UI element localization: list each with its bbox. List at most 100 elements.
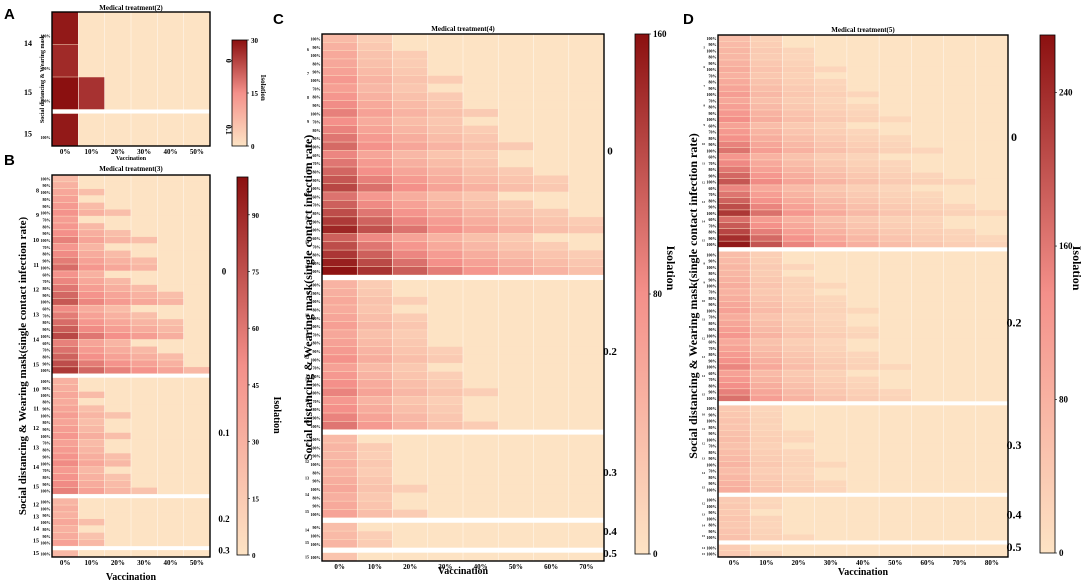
heatmap-cell (78, 473, 105, 481)
heatmap-cell (911, 135, 944, 141)
heatmap-cell (814, 544, 847, 551)
heatmap-cell (131, 525, 158, 533)
heatmap-cell (498, 468, 534, 476)
heatmap-cell (498, 225, 534, 234)
x-tick-label: 0% (60, 559, 71, 567)
heatmap-cell (131, 264, 158, 271)
heatmap-cell (392, 476, 428, 485)
heatmap-cell (782, 282, 815, 289)
row-label: 70% (313, 399, 321, 404)
heatmap-cell (976, 468, 1008, 474)
row-label: 100% (41, 551, 51, 556)
heatmap-cell (463, 59, 498, 67)
heatmap-cell (157, 195, 184, 203)
row-label: 100% (707, 437, 717, 442)
row-label: 90% (709, 510, 717, 515)
heatmap-cell (943, 141, 976, 148)
row-label: 90% (709, 277, 717, 282)
heatmap-cell (104, 412, 131, 419)
heatmap-cell (157, 384, 184, 392)
heatmap-cell (428, 158, 463, 167)
level-label: 9 (307, 291, 309, 296)
heatmap-cell (183, 271, 210, 278)
heatmap-cell (357, 552, 393, 561)
heatmap-cell (943, 405, 976, 412)
heatmap-cell (157, 512, 184, 519)
heatmap-cell (78, 425, 105, 433)
heatmap-cell (879, 85, 912, 91)
row-label: 100% (41, 190, 51, 195)
row-label: 100% (311, 391, 321, 396)
heatmap-cell (847, 382, 879, 389)
heatmap-cell (78, 460, 105, 467)
heatmap-cell (879, 544, 912, 551)
heatmap-cell (498, 313, 534, 322)
heatmap-cell (782, 418, 815, 424)
colorbar-tick-label: 240 (1059, 88, 1073, 98)
level-label: 10 (702, 413, 706, 417)
x-tick-label: 30% (137, 559, 151, 567)
level-label: 6 (307, 47, 309, 52)
heatmap-cell (976, 515, 1008, 522)
heatmap-cell (322, 50, 357, 59)
heatmap-cell (533, 158, 569, 167)
level-label: 15 (702, 239, 706, 243)
heatmap-cell (78, 243, 105, 251)
row-label: 90% (709, 42, 717, 47)
heatmap-cell (78, 498, 105, 505)
heatmap-cell (847, 53, 879, 60)
heatmap-cell (392, 50, 428, 59)
heatmap-cell (814, 376, 847, 383)
heatmap-cell (104, 319, 131, 326)
heatmap-cell (814, 395, 847, 402)
heatmap-cell (357, 75, 393, 84)
heatmap-cell (750, 486, 783, 493)
heatmap-cell (976, 436, 1008, 443)
row-label: 100% (41, 506, 51, 511)
row-label: 100% (41, 176, 51, 181)
row-label: 100% (41, 368, 51, 373)
x-tick-label: 20% (403, 563, 417, 571)
heatmap-cell (879, 166, 912, 173)
heatmap-cell (782, 534, 815, 541)
heatmap-cell (78, 298, 105, 305)
heatmap-cell (718, 191, 750, 198)
heatmap-cell (428, 531, 463, 540)
x-tick-label: 40% (164, 148, 178, 156)
heatmap-cell (814, 314, 847, 320)
heatmap-cell (750, 370, 783, 377)
heatmap-cell (911, 60, 944, 66)
heatmap-cell (879, 339, 912, 345)
heatmap-cell (357, 321, 393, 330)
heatmap-cell (322, 67, 357, 76)
heatmap-cell (847, 141, 879, 148)
heatmap-cell (814, 320, 847, 327)
heatmap-cell (428, 493, 463, 501)
heatmap-cell (498, 280, 534, 289)
heatmap-cell (322, 305, 357, 314)
heatmap-cell (814, 251, 847, 258)
heatmap-cell (533, 84, 569, 92)
heatmap-cell (814, 486, 847, 493)
heatmap-cell (357, 109, 393, 117)
heatmap-cell (718, 66, 750, 73)
level-label: 15 (702, 552, 706, 556)
row-label: 90% (43, 293, 51, 298)
heatmap-cell (847, 78, 879, 85)
row-label: 90% (709, 173, 717, 178)
heatmap-cell (183, 209, 210, 216)
heatmap-cell (718, 376, 750, 383)
heatmap-cell (847, 276, 879, 283)
row-label: 70% (709, 444, 717, 449)
heatmap-cell (718, 534, 750, 541)
heatmap-cell (718, 339, 750, 345)
heatmap-cell (498, 321, 534, 330)
heatmap-cell (392, 338, 428, 347)
row-label: 100% (707, 242, 717, 247)
heatmap-cell (814, 228, 847, 235)
heatmap-cell (750, 295, 783, 302)
row-label: 100% (707, 406, 717, 411)
heatmap-cell (782, 351, 815, 358)
heatmap-cell (814, 468, 847, 474)
heatmap-cell (847, 97, 879, 104)
